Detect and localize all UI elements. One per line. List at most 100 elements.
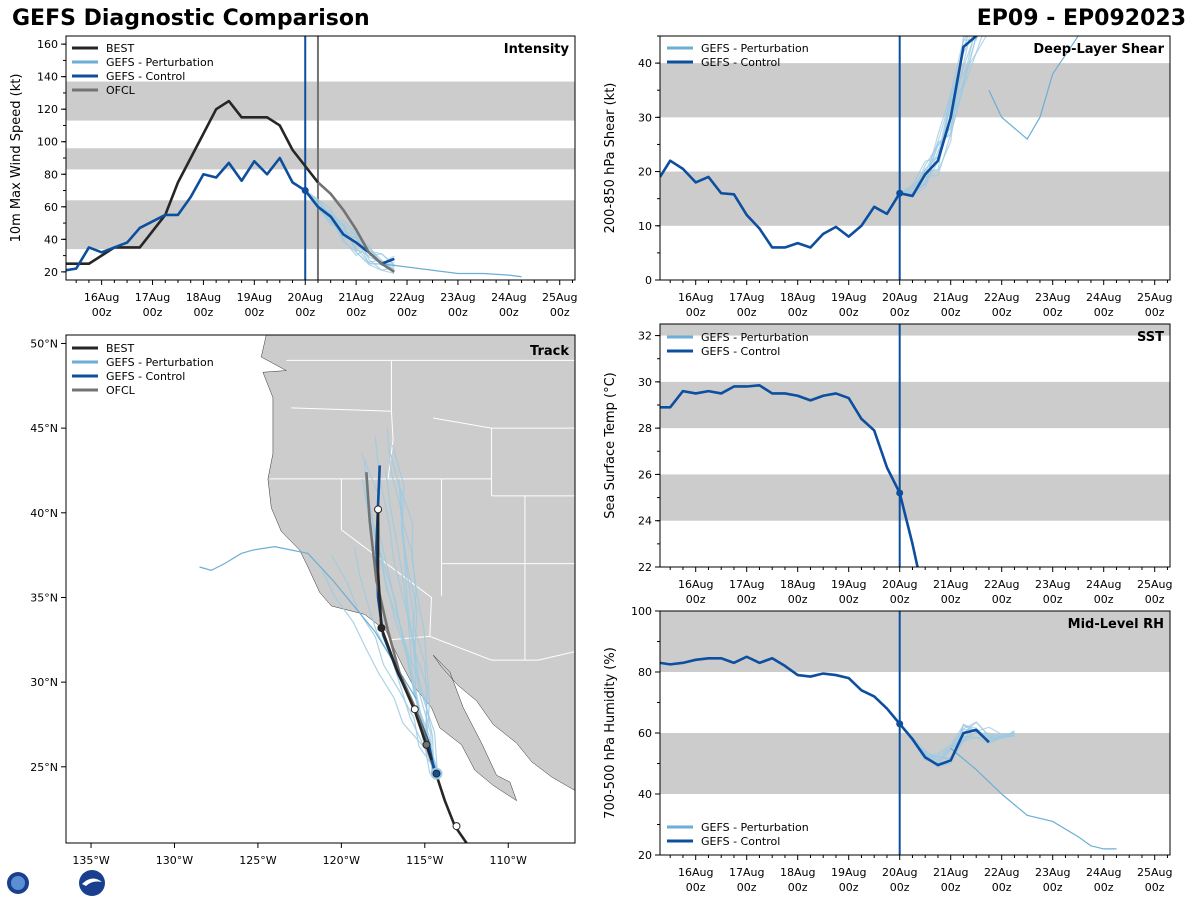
plot-area: [660, 324, 1170, 567]
x-tick-label: 22Aug: [389, 291, 424, 304]
x-tick-sublabel: 00z: [1145, 881, 1165, 894]
shaded-band: [660, 474, 1170, 521]
lat-tick-label: 30°N: [30, 676, 58, 689]
x-tick-sublabel: 00z: [1043, 881, 1063, 894]
init-marker: [896, 720, 904, 728]
plot-area: [660, 611, 1170, 855]
x-tick-sublabel: 00z: [788, 881, 808, 894]
x-tick-label: 25Aug: [1137, 866, 1172, 879]
x-tick-sublabel: 00z: [839, 881, 859, 894]
lon-tick-label: 110°W: [490, 854, 527, 867]
y-tick-label: 20: [638, 849, 652, 862]
y-tick-label: 32: [638, 330, 652, 343]
x-tick-sublabel: 00z: [499, 306, 519, 319]
legend-label-best: BEST: [106, 342, 134, 355]
init-marker: [896, 189, 904, 197]
legend-label-control: GEFS - Control: [701, 56, 780, 69]
x-tick-label: 16Aug: [84, 291, 119, 304]
legend-label-control: GEFS - Control: [701, 835, 780, 848]
x-tick-label: 22Aug: [984, 291, 1019, 304]
x-tick-sublabel: 00z: [788, 306, 808, 319]
ofcl-series-line: [317, 181, 396, 273]
x-tick-sublabel: 00z: [244, 306, 264, 319]
x-tick-sublabel: 00z: [550, 306, 570, 319]
legend-label-perturbation: GEFS - Perturbation: [701, 821, 809, 834]
control-series-line: [660, 655, 990, 767]
x-tick-label: 17Aug: [729, 578, 764, 591]
control-series-line: [660, 36, 979, 249]
x-tick-label: 24Aug: [1086, 291, 1121, 304]
x-tick-label: 17Aug: [729, 866, 764, 879]
x-tick-sublabel: 00z: [890, 306, 910, 319]
x-tick-label: 23Aug: [1035, 578, 1070, 591]
y-tick-label: 140: [37, 71, 58, 84]
track-point: [410, 705, 419, 714]
legend-label-perturbation: GEFS - Perturbation: [106, 356, 214, 369]
legend-label-control: GEFS - Control: [106, 70, 185, 83]
x-tick-label: 18Aug: [780, 291, 815, 304]
x-tick-label: 22Aug: [984, 578, 1019, 591]
x-tick-sublabel: 00z: [1043, 593, 1063, 606]
x-tick-label: 20Aug: [882, 866, 917, 879]
x-tick-sublabel: 00z: [143, 306, 163, 319]
x-tick-label: 23Aug: [440, 291, 475, 304]
x-tick-sublabel: 00z: [194, 306, 214, 319]
legend-label-ofcl: OFCL: [106, 84, 136, 97]
lon-tick-label: 125°W: [239, 854, 276, 867]
control-series-line: [66, 156, 395, 272]
shaded-band: [660, 381, 1170, 429]
x-tick-sublabel: 00z: [992, 593, 1012, 606]
ensemble-track: [330, 554, 439, 774]
x-tick-label: 21Aug: [933, 866, 968, 879]
x-tick-label: 19Aug: [831, 291, 866, 304]
figure-title: GEFS Diagnostic Comparison: [12, 6, 370, 31]
x-tick-sublabel: 00z: [737, 306, 757, 319]
y-tick-label: 20: [638, 166, 652, 179]
lon-tick-label: 120°W: [323, 854, 360, 867]
ensemble-track: [399, 487, 440, 774]
x-tick-sublabel: 00z: [1094, 593, 1114, 606]
ensemble-member-line: [381, 263, 522, 278]
x-tick-sublabel: 00z: [346, 306, 366, 319]
x-tick-sublabel: 00z: [686, 306, 706, 319]
lat-tick-label: 50°N: [30, 337, 58, 350]
x-tick-sublabel: 00z: [397, 306, 417, 319]
legend-label-perturbation: GEFS - Perturbation: [701, 331, 809, 344]
y-tick-label: 100: [37, 136, 58, 149]
x-tick-sublabel: 00z: [890, 593, 910, 606]
intensity-panel: 20 40 60 80 100 120 140 160 16Aug 00z 17Aug 00z 18Au…: [9, 35, 577, 319]
x-tick-sublabel: 00z: [839, 306, 859, 319]
shear-panel: 0 10 20 30 40 16Aug 00z 17Aug 00z 18Aug 00z 19Aug 00…: [603, 35, 1172, 319]
y-tick-label: 30: [638, 111, 652, 124]
track-point: [432, 769, 441, 778]
x-tick-sublabel: 00z: [941, 881, 961, 894]
ensemble-track: [385, 470, 435, 774]
x-tick-label: 24Aug: [491, 291, 526, 304]
y-tick-label: 60: [638, 727, 652, 740]
x-tick-sublabel: 00z: [737, 593, 757, 606]
cira-logo-icon: [7, 870, 105, 896]
x-tick-sublabel: 00z: [890, 881, 910, 894]
plot-area: [66, 36, 575, 280]
x-tick-label: 18Aug: [186, 291, 221, 304]
legend-label-best: BEST: [106, 42, 134, 55]
ensemble-member-line: [950, 747, 1117, 850]
x-tick-label: 19Aug: [237, 291, 272, 304]
lat-tick-label: 40°N: [30, 507, 58, 520]
lat-tick-label: 45°N: [30, 422, 58, 435]
y-tick-label: 40: [638, 788, 652, 801]
plot-area: [660, 36, 1170, 280]
init-marker: [301, 187, 309, 195]
x-tick-sublabel: 00z: [686, 881, 706, 894]
x-tick-label: 19Aug: [831, 866, 866, 879]
x-tick-label: 23Aug: [1035, 866, 1070, 879]
shaded-band: [660, 611, 1170, 672]
y-tick-label: 60: [44, 201, 58, 214]
shaded-band: [66, 148, 575, 170]
lon-tick-label: 130°W: [156, 854, 193, 867]
x-tick-sublabel: 00z: [839, 593, 859, 606]
panel-title: SST: [1137, 330, 1164, 345]
x-tick-sublabel: 00z: [992, 306, 1012, 319]
lon-tick-label: 115°W: [406, 854, 443, 867]
